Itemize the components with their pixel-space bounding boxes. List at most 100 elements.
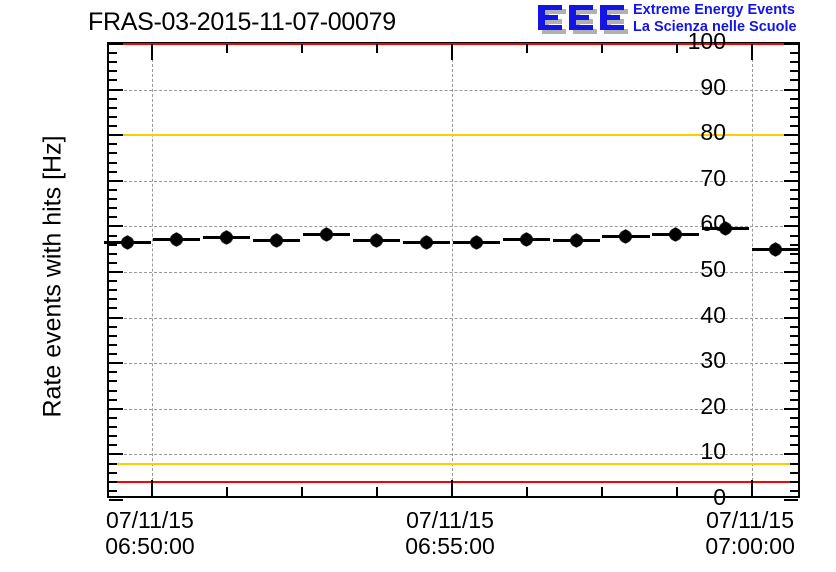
y-tick-minor	[790, 216, 798, 219]
y-tick-minor	[109, 435, 117, 438]
y-tick-minor	[109, 416, 117, 419]
x-tick-label-date: 07/11/15	[706, 507, 794, 533]
y-tick-minor	[790, 462, 798, 465]
y-tick-minor	[790, 115, 798, 118]
y-tick-minor	[790, 170, 798, 173]
x-tick-major	[150, 44, 153, 60]
y-tick-minor	[790, 188, 798, 191]
gridline-vertical	[452, 44, 454, 496]
y-tick-minor	[790, 371, 798, 374]
x-tick-major	[150, 480, 153, 496]
y-tick-label: 100	[687, 28, 726, 54]
y-tick-minor	[109, 334, 117, 337]
y-tick-major	[784, 43, 798, 45]
y-tick-major	[784, 453, 798, 456]
gridline-vertical	[752, 44, 754, 496]
data-point	[169, 231, 185, 247]
y-tick-minor	[109, 52, 117, 55]
y-tick-minor	[790, 152, 798, 155]
y-tick-minor	[109, 426, 117, 429]
y-tick-minor	[790, 79, 798, 82]
y-tick-minor	[109, 170, 117, 173]
y-tick-minor	[109, 161, 117, 164]
y-tick-minor	[109, 198, 117, 201]
gridline-horizontal	[109, 454, 798, 456]
y-tick-minor	[790, 471, 798, 474]
data-point	[468, 234, 485, 251]
y-tick-minor	[109, 79, 117, 82]
x-tick-major	[751, 44, 754, 60]
y-tick-major	[109, 316, 123, 319]
y-tick-minor	[790, 380, 798, 383]
x-tick-minor	[676, 487, 679, 496]
x-tick-minor	[301, 44, 303, 53]
y-tick-major	[109, 179, 123, 182]
y-tick-major	[784, 88, 798, 91]
y-tick-major	[109, 134, 123, 137]
y-tick-minor	[109, 480, 117, 483]
y-tick-major	[109, 362, 123, 365]
y-tick-minor	[790, 289, 798, 292]
plot-area	[104, 42, 800, 501]
data-point	[119, 235, 136, 251]
y-tick-minor	[109, 261, 117, 264]
y-tick-minor	[109, 97, 117, 100]
gridline-horizontal	[109, 226, 798, 228]
gridline-horizontal	[109, 317, 798, 319]
logo-line-2: La Scienza nelle Scuole	[633, 19, 797, 35]
reference-line-upper-warning	[109, 134, 798, 137]
y-tick-minor	[790, 161, 798, 164]
reference-line-lower-warning	[109, 462, 798, 465]
y-tick-minor	[109, 489, 117, 492]
y-tick-minor	[790, 106, 798, 109]
y-axis-title: Rate events with hits [Hz]	[38, 135, 67, 418]
x-tick-major	[451, 480, 454, 496]
x-tick-minor	[601, 44, 604, 53]
y-tick-minor	[790, 307, 798, 310]
reference-line-lower-alarm	[109, 480, 798, 483]
y-tick-minor	[790, 435, 798, 438]
y-tick-major	[784, 362, 798, 365]
y-tick-label: 70	[700, 164, 726, 191]
x-tick-minor	[301, 487, 303, 496]
x-tick-major	[451, 44, 454, 60]
y-tick-label: 40	[700, 301, 726, 328]
y-tick-minor	[109, 188, 117, 191]
y-tick-minor	[109, 70, 117, 73]
y-tick-minor	[790, 480, 798, 483]
gridline-vertical	[151, 44, 153, 496]
y-tick-minor	[109, 444, 117, 447]
y-tick-minor	[790, 426, 798, 429]
y-tick-minor	[790, 416, 798, 419]
y-tick-minor	[109, 289, 117, 292]
x-tick-minor	[376, 44, 379, 53]
y-tick-minor	[109, 325, 117, 328]
y-tick-minor	[109, 307, 117, 310]
y-tick-minor	[790, 252, 798, 255]
data-point	[318, 226, 335, 243]
x-tick-label-time: 06:55:00	[405, 533, 495, 559]
eee-logo-text: Extreme Energy Events La Scienza nelle S…	[633, 2, 797, 36]
y-tick-major	[109, 407, 123, 410]
y-tick-minor	[109, 234, 117, 237]
y-tick-major	[109, 453, 123, 456]
x-tick-label: 07/11/15 06:50:00	[50, 507, 250, 559]
y-tick-minor	[790, 353, 798, 356]
y-tick-minor	[109, 380, 117, 383]
gridline-horizontal	[109, 363, 798, 365]
y-tick-minor	[109, 61, 117, 64]
y-tick-minor	[790, 207, 798, 210]
y-tick-minor	[790, 125, 798, 128]
gridline-horizontal	[109, 272, 798, 273]
y-tick-label: 0	[713, 484, 726, 510]
y-tick-label: 90	[700, 73, 726, 100]
x-tick-label: 07/11/15 06:55:00	[350, 507, 550, 559]
gridline-horizontal	[109, 180, 798, 182]
y-tick-minor	[109, 398, 117, 401]
y-tick-major	[784, 134, 798, 137]
x-tick-label-time: 06:50:00	[105, 533, 195, 559]
y-tick-label: 80	[700, 119, 726, 146]
data-point	[568, 232, 584, 248]
reference-line-upper-alarm	[109, 43, 798, 45]
